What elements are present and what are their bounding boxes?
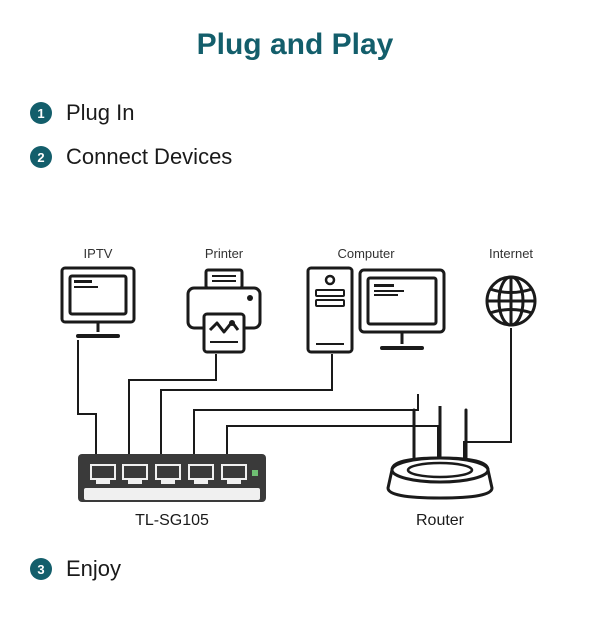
step-3: 3 Enjoy xyxy=(30,556,121,582)
switch-icon xyxy=(78,454,266,506)
step-2-label: Connect Devices xyxy=(66,144,232,170)
step-2-badge: 2 xyxy=(30,146,52,168)
step-1: 1 Plug In xyxy=(30,100,590,126)
step-3-label: Enjoy xyxy=(66,556,121,582)
router-label: Router xyxy=(416,512,464,530)
step-3-badge: 3 xyxy=(30,558,52,580)
step-1-label: Plug In xyxy=(66,100,135,126)
switch-label: TL-SG105 xyxy=(135,512,209,530)
step-1-badge: 1 xyxy=(30,102,52,124)
step-2: 2 Connect Devices xyxy=(30,144,590,170)
connection-diagram: IPTV Printer Computer Internet xyxy=(36,246,554,546)
page-title: Plug and Play xyxy=(0,28,590,62)
router-icon xyxy=(384,406,496,504)
